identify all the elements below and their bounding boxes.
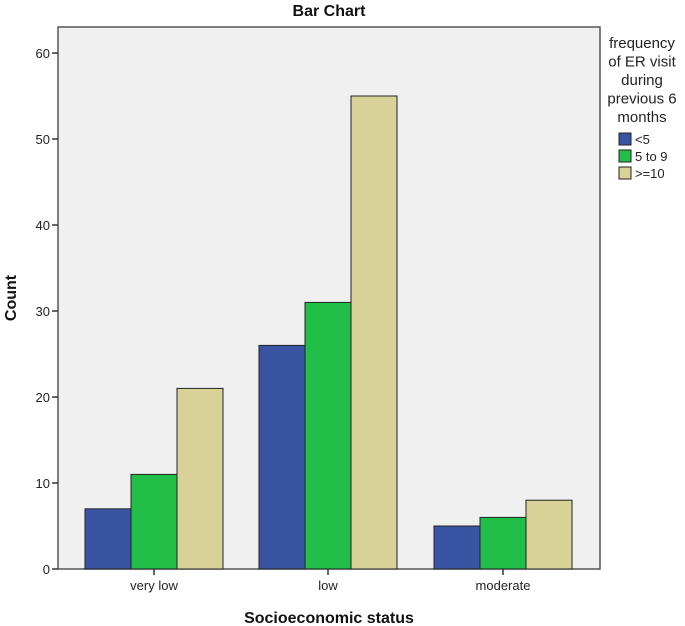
bar-very-low-0	[84, 508, 132, 570]
legend-swatch	[618, 166, 632, 180]
legend-title-line: during	[621, 72, 663, 89]
y-tick-label: 50	[36, 132, 50, 147]
y-tick-label: 60	[36, 46, 50, 61]
y-axis-label: Count	[3, 274, 20, 321]
legend-label: >=10	[635, 166, 665, 181]
legend-label: <5	[635, 132, 650, 147]
bar-moderate-0	[433, 525, 481, 570]
legend-title-line: of ER visit	[608, 54, 676, 71]
bar-very-low-2	[176, 387, 224, 570]
y-tick-label: 30	[36, 304, 50, 319]
bar-moderate-2	[525, 499, 573, 570]
y-tick-label: 20	[36, 390, 50, 405]
y-tick-label: 10	[36, 476, 50, 491]
x-tick-label: moderate	[476, 578, 531, 593]
bar-moderate-1	[479, 516, 527, 570]
bar-very-low-1	[130, 473, 178, 570]
y-tick-label: 0	[43, 562, 50, 577]
y-tick-label: 40	[36, 218, 50, 233]
legend-title-line: months	[617, 109, 666, 126]
legend-title-line: previous 6	[607, 91, 676, 108]
x-axis-label: Socioeconomic status	[244, 610, 414, 626]
x-tick-label: very low	[130, 578, 178, 593]
bar-low-1	[304, 301, 352, 570]
legend-title-line: frequency	[609, 35, 675, 52]
chart-title: Bar Chart	[293, 3, 367, 20]
legend-swatch	[618, 132, 632, 146]
x-tick-label: low	[318, 578, 338, 593]
legend-swatch	[618, 149, 632, 163]
bar-low-0	[258, 344, 306, 570]
legend-label: 5 to 9	[635, 149, 668, 164]
bar-low-2	[350, 95, 398, 570]
